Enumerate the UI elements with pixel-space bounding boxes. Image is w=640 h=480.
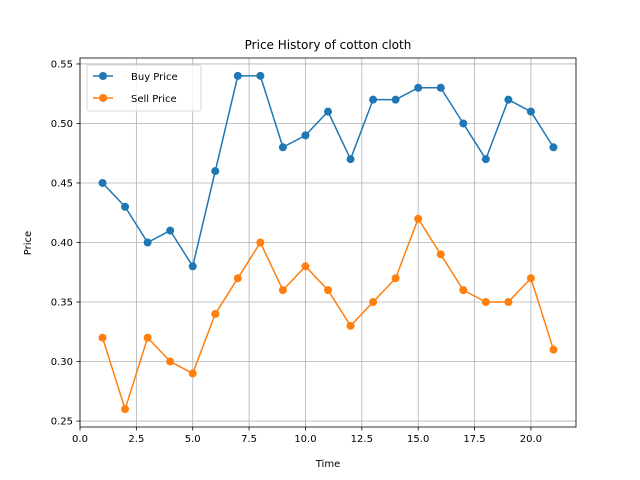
buy-price-point	[346, 155, 355, 164]
x-axis: 0.0 2.5 5.0 7.5 10.0 12.5 15.0 17.5 20.0	[72, 427, 542, 445]
y-tick-label: 0.30	[51, 357, 73, 368]
x-tick-label: 10.0	[294, 434, 316, 445]
legend-item-buy-price: Buy Price	[93, 72, 178, 83]
sell-price-point	[481, 298, 490, 307]
buy-price-series	[98, 71, 558, 271]
x-axis-label: Time	[315, 459, 340, 470]
buy-price-point	[549, 143, 558, 152]
series-layer	[98, 71, 558, 414]
grid	[79, 58, 576, 427]
sell-price-point	[188, 369, 197, 378]
legend-label-sell-price: Sell Price	[131, 94, 177, 105]
buy-price-point	[459, 119, 468, 128]
sell-price-point	[391, 274, 400, 283]
sell-price-point	[211, 309, 220, 318]
sell-price-point	[143, 333, 152, 342]
sell-price-point	[233, 274, 242, 283]
chart-title: Price History of cotton cloth	[245, 38, 412, 52]
sell-price-point	[459, 286, 468, 295]
sell-price-point	[301, 262, 310, 271]
buy-price-point	[98, 178, 107, 187]
legend-label-buy-price: Buy Price	[131, 72, 178, 83]
buy-price-point	[414, 83, 423, 92]
x-tick-label: 5.0	[185, 434, 201, 445]
y-tick-label: 0.50	[51, 119, 73, 130]
legend-marker-buy-price	[99, 72, 107, 80]
buy-price-point	[391, 95, 400, 104]
sell-price-series	[98, 214, 558, 414]
sell-price-point	[346, 321, 355, 330]
buy-price-point	[324, 107, 332, 116]
buy-price-point	[233, 71, 242, 80]
buy-price-point	[188, 262, 197, 271]
sell-price-point	[526, 274, 535, 283]
y-tick-label: 0.35	[51, 298, 73, 309]
sell-price-point	[369, 298, 378, 307]
y-tick-label: 0.25	[51, 417, 73, 428]
y-tick-label: 0.45	[51, 178, 73, 189]
buy-price-point	[143, 238, 152, 247]
sell-price-point	[121, 405, 130, 414]
sell-price-point	[549, 345, 558, 354]
sell-price-point	[166, 357, 175, 366]
buy-price-point	[481, 155, 490, 164]
y-axis: 0.25 0.30 0.35 0.40 0.45 0.50 0.55	[51, 59, 80, 428]
legend-item-sell-price: Sell Price	[93, 94, 177, 105]
buy-price-point	[211, 167, 220, 176]
buy-price-point	[526, 107, 535, 116]
legend-marker-sell-price	[99, 94, 107, 102]
x-tick-label: 2.5	[128, 434, 144, 445]
buy-price-point	[436, 83, 445, 92]
legend-box	[86, 64, 202, 112]
x-tick-label: 15.0	[407, 434, 429, 445]
buy-price-point	[278, 143, 287, 152]
y-tick-label: 0.55	[51, 59, 73, 70]
sell-price-point	[414, 214, 423, 223]
buy-price-point	[369, 95, 378, 104]
legend: Buy Price Sell Price	[86, 64, 202, 112]
sell-price-point	[256, 238, 265, 247]
buy-price-point	[166, 226, 175, 235]
buy-price-point	[301, 131, 310, 140]
buy-price-point	[256, 71, 265, 80]
x-tick-label: 12.5	[351, 434, 373, 445]
sell-price-point	[504, 298, 513, 307]
sell-price-point	[324, 286, 332, 295]
y-axis-label: Price	[23, 231, 34, 255]
sell-price-point	[436, 250, 445, 259]
x-tick-label: 7.5	[241, 434, 257, 445]
buy-price-point	[504, 95, 513, 104]
buy-price-point	[121, 202, 130, 211]
x-tick-label: 0.0	[72, 434, 88, 445]
sell-price-point	[278, 286, 287, 295]
y-tick-label: 0.40	[51, 238, 73, 249]
sell-price-point	[98, 333, 107, 342]
x-tick-label: 17.5	[463, 434, 485, 445]
x-tick-label: 20.0	[520, 434, 542, 445]
